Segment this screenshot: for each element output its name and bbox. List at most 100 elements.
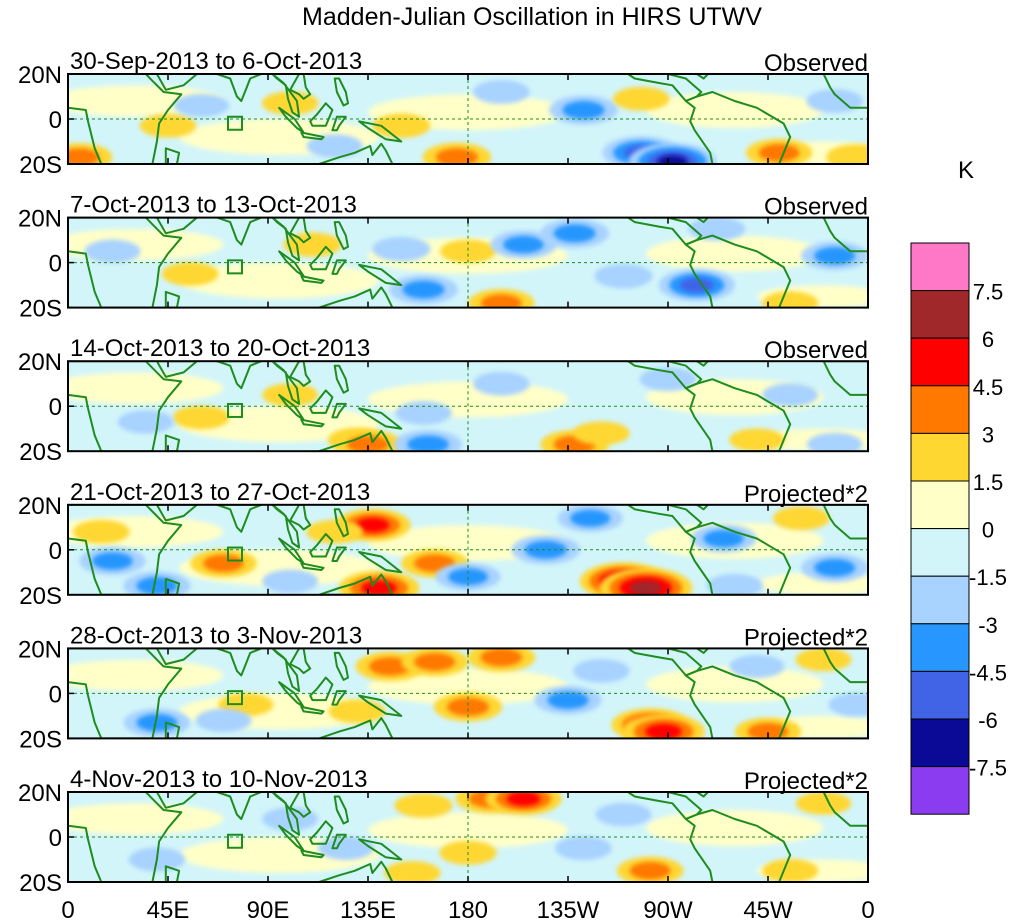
anomaly-7 bbox=[394, 430, 462, 452]
anomaly-7 bbox=[549, 95, 618, 125]
anomaly-17 bbox=[706, 573, 763, 595]
land-outline bbox=[155, 74, 198, 91]
anomaly-2 bbox=[401, 648, 469, 677]
land-outline bbox=[164, 721, 181, 739]
x-tick-label: 90W bbox=[643, 897, 693, 922]
land-outline bbox=[333, 77, 349, 107]
anomaly-6 bbox=[395, 401, 452, 425]
anomaly-14 bbox=[729, 654, 785, 678]
land-outline bbox=[358, 551, 403, 574]
figure-title: Madden-Julian Oscillation in HIRS UTWV bbox=[302, 3, 762, 31]
anomaly-8 bbox=[317, 836, 374, 860]
weak-anomaly-band bbox=[645, 92, 824, 128]
panel-3: 14-Oct-2013 to 20-Oct-2013 Observed 20N 0 20… bbox=[18, 335, 869, 466]
y-tick-label: 20N bbox=[18, 780, 62, 807]
land-outline bbox=[695, 217, 709, 224]
anomaly-4 bbox=[372, 236, 431, 262]
anomaly-15 bbox=[773, 506, 830, 531]
weak-anomaly-band bbox=[645, 235, 824, 272]
anomaly-7 bbox=[262, 807, 319, 831]
anomaly-10 bbox=[573, 421, 630, 446]
colorbar-swatch bbox=[910, 623, 970, 672]
land-outline bbox=[278, 250, 305, 278]
anomaly-8 bbox=[473, 371, 530, 396]
y-tick-label: 0 bbox=[49, 538, 62, 565]
land-outline bbox=[684, 91, 792, 164]
land-outline bbox=[331, 833, 347, 850]
panel-date-range: 21-Oct-2013 to 27-Oct-2013 bbox=[70, 479, 370, 506]
anomaly-13 bbox=[173, 93, 229, 118]
colorbar-level-label: 1.5 bbox=[973, 470, 1004, 495]
anomaly-10 bbox=[511, 535, 581, 565]
panel-date-range: 14-Oct-2013 to 20-Oct-2013 bbox=[70, 335, 370, 362]
anomaly-5 bbox=[190, 549, 257, 578]
anomaly-6 bbox=[473, 80, 530, 104]
land-outline bbox=[358, 694, 403, 717]
land-outline bbox=[695, 648, 709, 654]
panel-6: 4-Nov-2013 to 10-Nov-2013 Projected*2 20N 0… bbox=[18, 766, 869, 897]
anomaly-4 bbox=[372, 113, 431, 138]
panel-label: Projected*2 bbox=[744, 624, 868, 651]
anomaly-12 bbox=[826, 144, 868, 164]
panel-label: Observed bbox=[764, 194, 868, 221]
land-outline bbox=[684, 521, 792, 595]
land-outline bbox=[333, 508, 349, 538]
panel-label: Projected*2 bbox=[744, 768, 868, 795]
y-tick-label: 20N bbox=[18, 636, 62, 663]
colorbar-swatch bbox=[910, 575, 970, 625]
anomaly-11 bbox=[595, 802, 652, 827]
anomaly-10 bbox=[573, 659, 630, 683]
anomaly-field bbox=[68, 217, 868, 308]
land-outline bbox=[155, 361, 198, 378]
land-outline bbox=[695, 74, 709, 80]
weak-anomaly-band bbox=[68, 372, 224, 404]
land-outline bbox=[300, 418, 325, 428]
land-outline bbox=[271, 74, 301, 118]
land-outline bbox=[695, 792, 709, 798]
land-outline bbox=[309, 245, 334, 271]
land-outline bbox=[309, 820, 334, 845]
coastlines bbox=[68, 504, 868, 595]
land-outline bbox=[289, 217, 312, 244]
anomaly-1 bbox=[394, 793, 453, 818]
land-outline bbox=[271, 217, 301, 262]
panel-label: Observed bbox=[764, 50, 868, 77]
land-outline bbox=[318, 860, 394, 882]
land-outline bbox=[300, 275, 325, 284]
land-outline bbox=[331, 690, 347, 706]
land-outline bbox=[271, 504, 301, 549]
land-outline bbox=[68, 217, 183, 308]
colorbar-level-label: 7.5 bbox=[973, 280, 1004, 305]
anomaly-10 bbox=[594, 263, 653, 289]
anomaly-13 bbox=[734, 717, 802, 739]
colorbar-level-label: 4.5 bbox=[973, 375, 1004, 400]
land-outline bbox=[164, 865, 181, 882]
land-outline bbox=[300, 131, 325, 141]
land-outline bbox=[822, 217, 868, 253]
land-outline bbox=[822, 504, 868, 540]
land-outline bbox=[684, 665, 792, 739]
anomaly-5 bbox=[422, 142, 492, 164]
colorbar-level-label: 3 bbox=[982, 422, 994, 447]
reference-box bbox=[227, 402, 243, 418]
land-outline bbox=[289, 74, 312, 100]
weak-anomaly-band bbox=[68, 659, 224, 692]
panel-date-range: 7-Oct-2013 to 13-Oct-2013 bbox=[70, 192, 357, 219]
anomaly-12 bbox=[762, 859, 819, 882]
panel-4: 21-Oct-2013 to 27-Oct-2013 Projected*2 20N… bbox=[18, 479, 869, 610]
land-outline bbox=[822, 74, 868, 109]
land-outline bbox=[68, 504, 183, 595]
y-tick-label: 20S bbox=[19, 296, 62, 323]
anomaly-10 bbox=[613, 86, 670, 111]
panel-5: 28-Oct-2013 to 3-Nov-2013 Projected*2 20N 0… bbox=[18, 622, 869, 753]
anomaly-3 bbox=[84, 239, 141, 264]
anomaly-12 bbox=[688, 217, 746, 241]
land-outline bbox=[164, 147, 181, 164]
x-tick-label: 90E bbox=[247, 897, 290, 922]
anomaly-5 bbox=[384, 861, 441, 882]
land-outline bbox=[300, 849, 325, 859]
land-outline bbox=[822, 648, 868, 684]
land-outline bbox=[155, 648, 198, 666]
reference-box bbox=[227, 259, 243, 275]
land-outline bbox=[695, 361, 709, 367]
